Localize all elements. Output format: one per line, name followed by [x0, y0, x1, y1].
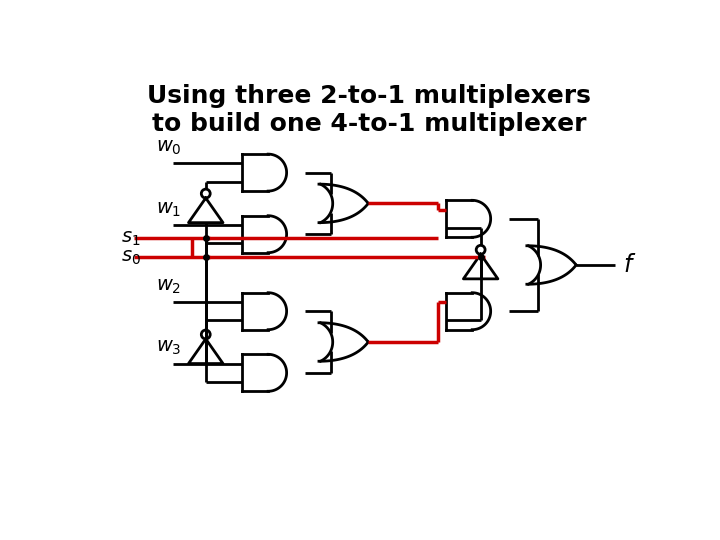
Text: $s_1$: $s_1$	[121, 228, 140, 247]
Text: $w_1$: $w_1$	[156, 200, 181, 219]
Text: $w_0$: $w_0$	[156, 138, 181, 157]
Text: $w_2$: $w_2$	[156, 277, 181, 296]
Text: Using three 2-to-1 multiplexers
to build one 4-to-1 multiplexer: Using three 2-to-1 multiplexers to build…	[147, 84, 591, 136]
Text: $s_0$: $s_0$	[121, 248, 141, 267]
Text: $w_3$: $w_3$	[156, 339, 181, 357]
Text: $f$: $f$	[623, 253, 636, 277]
